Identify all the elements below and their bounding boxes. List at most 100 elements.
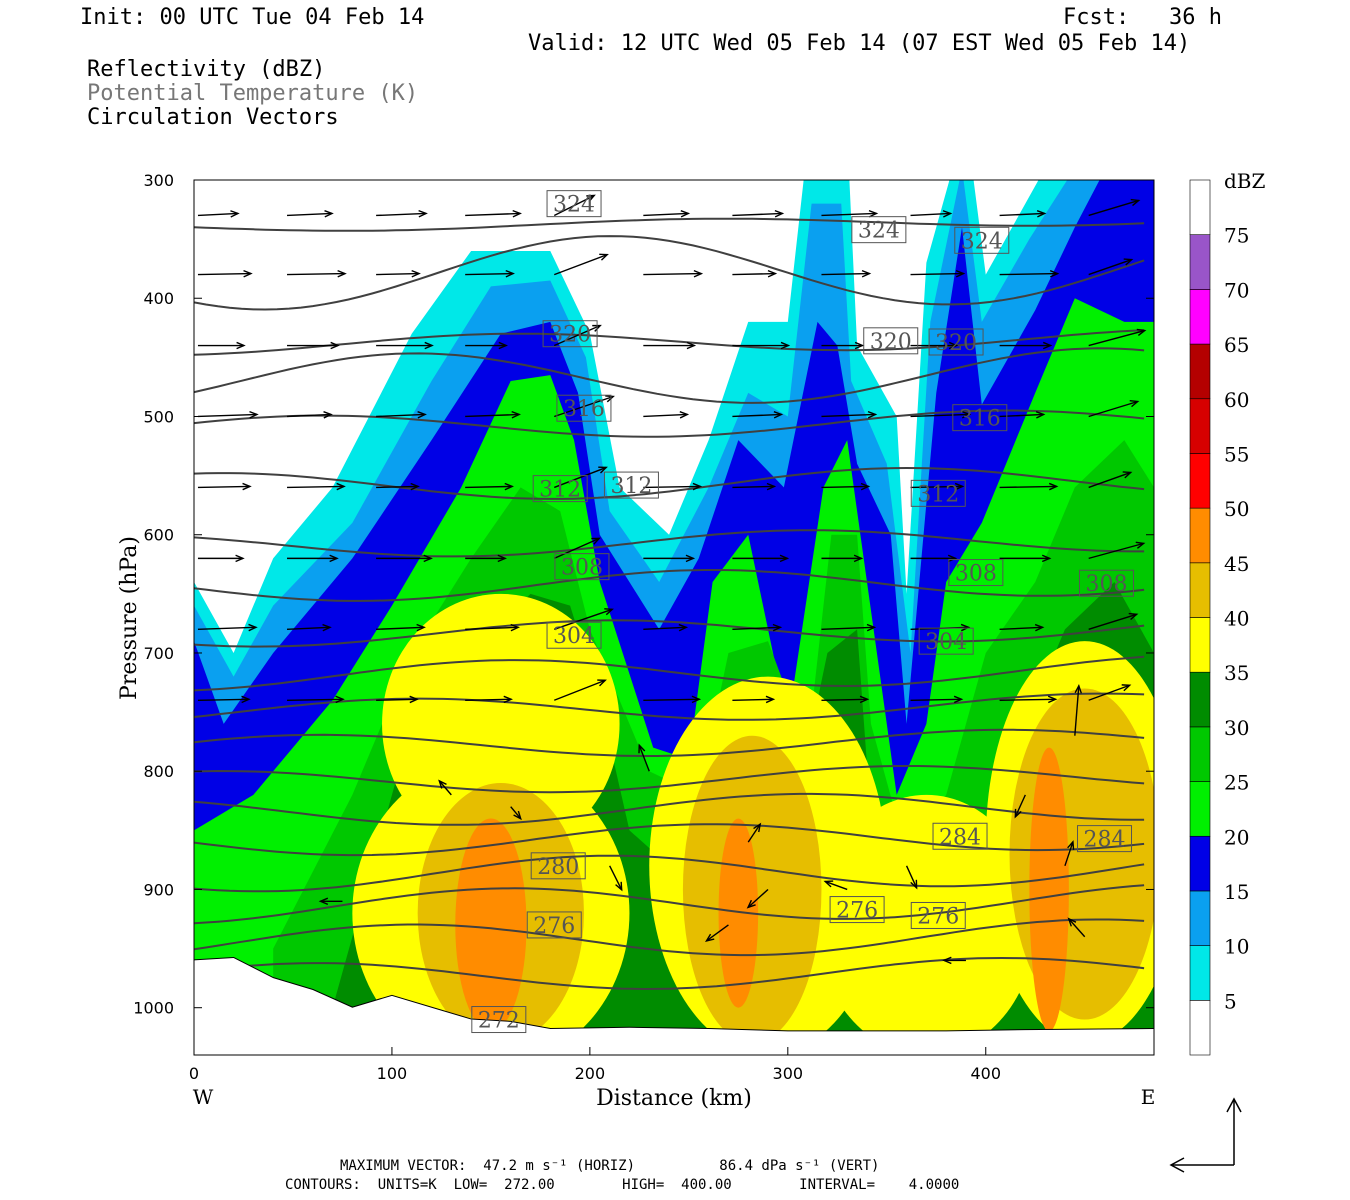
theta-label: 284 [1077,825,1133,853]
vector-arrow [553,466,608,489]
theta-label: 304 [918,627,974,655]
svg-text:320: 320 [935,331,977,356]
vector-arrow [732,209,785,218]
reflectivity-cell [1029,747,1069,1032]
y-tick-label: 600 [143,526,174,545]
colorbar-tick-label: 50 [1224,497,1249,521]
theta-label: 324 [546,190,602,218]
reflectivity-cell [718,818,759,1008]
colorbar-tick-label: 70 [1224,278,1249,302]
colorbar-tick-label: 30 [1224,716,1249,740]
y-tick-label: 800 [143,762,174,781]
vector-arrow [1088,258,1134,276]
terrain-fill [194,958,1154,1055]
vector-arrow [465,341,508,350]
vector-arrow [376,482,420,491]
axes: 300 400 500 600 700 800 900 1000 0 100 200 300 400 W E… [117,171,1155,1111]
vector-arrow [1074,683,1083,736]
vector-arrow [197,695,251,704]
colorbar-swatch [1189,398,1211,454]
colorbar-swatch [1189,562,1211,618]
vector-arrow [465,410,521,419]
vector-arrow [197,623,258,632]
theta-labels: 324 324 324 320 320 320 316 316 312 312 312 308 308 3… [471,190,1134,1034]
colorbar-tick-label: 25 [1224,771,1249,795]
theta-label: 324 [954,226,1010,254]
vector-arrow [823,880,848,891]
vector-arrow [732,270,778,278]
vector-arrow [1088,684,1132,701]
vector-arrow [1088,541,1146,560]
vector-arrow [643,341,697,350]
theta-label: 276 [526,911,582,939]
theta-contour-line [194,765,1145,794]
colorbar-swatch [1189,179,1211,235]
reflectivity-fill [194,180,1154,1055]
vector-arrow [1088,328,1147,347]
theta-contour-line [194,918,1145,957]
colorbar-swatch [1189,835,1211,892]
theta-label: 272 [471,1006,527,1034]
theta-contours [194,217,1145,991]
vector-arrow [910,695,964,704]
vector-arrow [287,695,345,704]
vector-arrow [821,209,879,218]
vector-arrow [554,253,609,276]
colorbar-swatch [1189,781,1211,837]
x-end-label-west: W [193,1085,214,1109]
theta-label: 308 [1078,569,1134,597]
theta-contour-line [194,792,1145,826]
x-tick-label: 200 [575,1064,606,1083]
colorbar-swatch [1189,726,1211,782]
colorbar-tick-label: 45 [1224,552,1249,576]
vector-arrow [704,924,729,942]
colorbar-swatch [1189,234,1211,290]
y-tick-label: 900 [143,880,174,899]
vector-arrow [197,410,259,419]
colorbar-swatch [1189,890,1211,946]
y-tick-label: 700 [143,644,174,663]
contour-info: CONTOURS: UNITS=K LOW= 272.00 HIGH= 400.… [285,1177,960,1193]
theta-contour-line [194,884,1145,925]
vector-arrow [821,554,864,563]
colorbar-swatch [1189,617,1211,673]
theta-contour-line [194,466,1145,500]
vector-arrow [286,210,334,218]
vector-arrow [910,269,966,278]
x-tick-label: 100 [377,1064,408,1083]
vector-arrow [287,482,346,491]
vector-arrow [376,270,421,278]
vector-arrow [905,865,918,890]
theta-contour-line [194,619,1145,648]
vector-arrow [1067,917,1086,938]
x-axis-label: Distance (km) [596,1086,752,1111]
reflectivity-cell [817,794,1036,1055]
theta-contour-line [194,347,1145,404]
svg-text:312: 312 [610,474,652,499]
theta-label: 312 [532,475,588,503]
vector-arrow [821,269,872,278]
colorbar-swatch [1189,507,1211,564]
y-tick-label: 500 [143,407,174,426]
colorbar-tick-label: 10 [1224,935,1249,959]
vector-arrow [910,554,958,563]
svg-text:320: 320 [549,323,591,348]
vector-arrow [999,269,1060,278]
max-vector-arrow-icon [1169,1097,1242,1173]
theta-label: 284 [932,822,988,850]
svg-text:316: 316 [959,407,1001,432]
colorbar-tick-label: 20 [1224,825,1249,849]
vector-arrow [999,554,1052,563]
vector-arrow [554,395,615,418]
terrain [193,957,1155,1055]
vector-arrow [1064,840,1075,867]
vector-arrow [732,411,784,419]
colorbar-tick-label: 40 [1224,607,1249,631]
vector-arrow [746,888,769,909]
vector-arrow [942,956,966,965]
theta-label: 316 [952,404,1008,432]
vector-arrow [643,411,690,419]
field-circulation-vectors: Circulation Vectors [87,105,339,130]
theta-contour-line [194,728,1145,757]
